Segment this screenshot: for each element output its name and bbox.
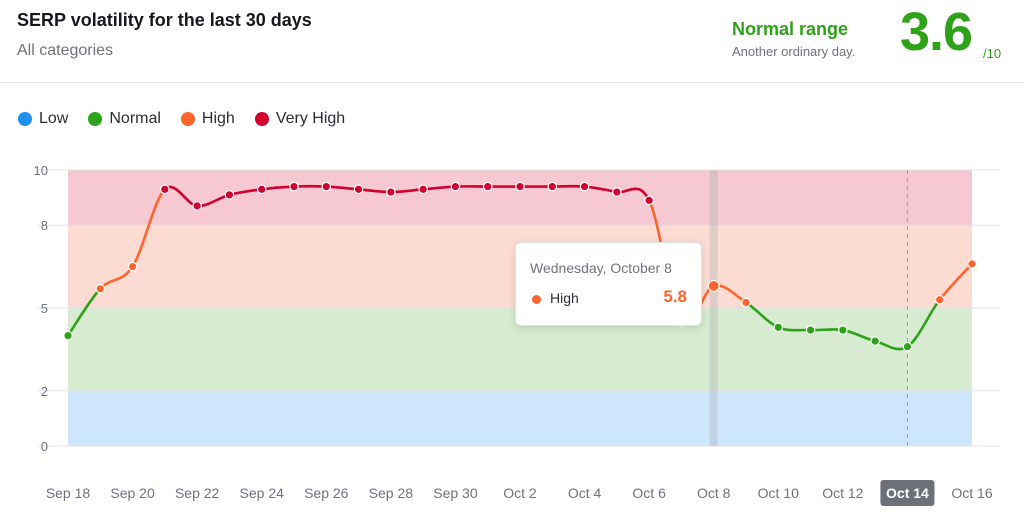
data-point-sep-20[interactable] — [127, 261, 138, 272]
tooltip-level-dot — [532, 295, 541, 304]
volatility-score: 3.6 — [900, 2, 973, 62]
hover-marker — [709, 170, 718, 446]
y-tick-label: 2 — [41, 384, 48, 399]
data-point-oct-5[interactable] — [612, 187, 622, 197]
tooltip-date: Wednesday, October 8 — [530, 260, 672, 276]
data-point-oct-13[interactable] — [870, 336, 880, 346]
x-tick-label: Oct 6 — [632, 485, 666, 501]
data-point-oct-9[interactable] — [741, 297, 751, 308]
data-point-sep-27[interactable] — [353, 184, 364, 195]
x-tick-label: Sep 26 — [304, 485, 349, 501]
x-tick-label: Oct 10 — [758, 485, 799, 501]
x-tick-label: Oct 2 — [503, 485, 537, 501]
data-point-sep-30[interactable] — [450, 181, 461, 192]
y-tick-label: 5 — [41, 301, 48, 316]
y-tick-label: 8 — [41, 218, 48, 233]
data-point-oct-2[interactable] — [515, 181, 525, 192]
data-point-sep-29[interactable] — [418, 184, 428, 195]
data-point-oct-6[interactable] — [644, 195, 654, 206]
data-point-sep-24[interactable] — [256, 184, 267, 195]
legend-dot-low — [18, 112, 32, 126]
legend-label-high: High — [201, 110, 235, 127]
data-point-sep-19[interactable] — [95, 283, 106, 294]
chart-tooltip: Wednesday, October 8 High 5.8 — [515, 242, 702, 326]
highlighted-tick-badge — [880, 480, 935, 506]
category-filter-label: All categories — [17, 42, 114, 59]
legend-dot-high — [180, 112, 195, 126]
x-tick-label: Oct 16 — [951, 485, 992, 501]
range-description: Another ordinary day. — [732, 44, 856, 59]
range-label: Normal range — [732, 19, 849, 39]
x-tick-label: Oct 4 — [568, 485, 602, 501]
legend-dot-very-high — [254, 112, 269, 126]
series-line-segment — [131, 188, 167, 268]
data-point-oct-10[interactable] — [773, 322, 784, 333]
legend-label-very-high: Very High — [275, 110, 346, 127]
legend-item-normal[interactable]: Normal — [88, 110, 161, 128]
tooltip-level: High — [550, 290, 579, 306]
x-tick-label: Oct 8 — [697, 485, 731, 501]
x-tick-label: Sep 18 — [46, 485, 91, 501]
band-very-high — [68, 170, 972, 226]
data-point-oct-16[interactable] — [967, 259, 977, 269]
volatility-line-chart[interactable]: 0 2 5 8 10 Sep 18 Sep 20 Sep 22 Sep 24 Sep 26 Sep… — [0, 150, 1024, 529]
x-tick-label: Oct 14 — [886, 485, 929, 501]
data-point-oct-1[interactable] — [482, 181, 493, 192]
chart-header: SERP volatility for the last 30 days All… — [0, 0, 1024, 83]
series-line-segment — [809, 328, 845, 332]
x-tick-label: Sep 28 — [369, 485, 414, 501]
volatility-score-max: /10 — [983, 46, 1002, 61]
x-tick-label: Oct 12 — [822, 485, 863, 501]
legend-item-high[interactable]: High — [180, 110, 235, 128]
y-tick-label: 10 — [34, 163, 48, 178]
band-low — [68, 390, 972, 446]
data-point-sep-26[interactable] — [321, 181, 332, 192]
x-tick-label: Sep 20 — [110, 485, 155, 501]
legend-item-very-high[interactable]: Very High — [254, 110, 346, 128]
legend-label-normal: Normal — [109, 110, 161, 127]
data-point-sep-28[interactable] — [386, 187, 396, 197]
legend-dot-normal — [88, 112, 103, 126]
data-point-oct-11[interactable] — [805, 325, 816, 335]
legend-item-low[interactable]: Low — [18, 110, 68, 128]
x-tick-label: Sep 30 — [433, 485, 478, 501]
y-tick-label: 0 — [41, 439, 48, 454]
tooltip-value: 5.8 — [663, 287, 687, 306]
legend-label-low: Low — [39, 110, 69, 127]
data-point-sep-23[interactable] — [224, 190, 235, 200]
chart-title: SERP volatility for the last 30 days — [17, 10, 312, 30]
data-point-oct-15[interactable] — [934, 294, 945, 305]
data-point-oct-3[interactable] — [547, 181, 558, 192]
data-point-oct-14[interactable] — [902, 341, 913, 352]
data-point-oct-4[interactable] — [579, 181, 590, 192]
data-point-sep-18[interactable] — [63, 330, 73, 341]
x-tick-label: Sep 22 — [175, 485, 220, 501]
x-tick-label: Sep 24 — [240, 485, 285, 501]
data-point-sep-21[interactable] — [160, 184, 170, 195]
data-point-oct-8[interactable] — [707, 279, 720, 293]
data-point-sep-22[interactable] — [192, 201, 202, 211]
chart-legend: Low Normal High Very High — [18, 110, 345, 128]
data-point-sep-25[interactable] — [289, 181, 299, 192]
data-point-oct-12[interactable] — [838, 325, 848, 335]
